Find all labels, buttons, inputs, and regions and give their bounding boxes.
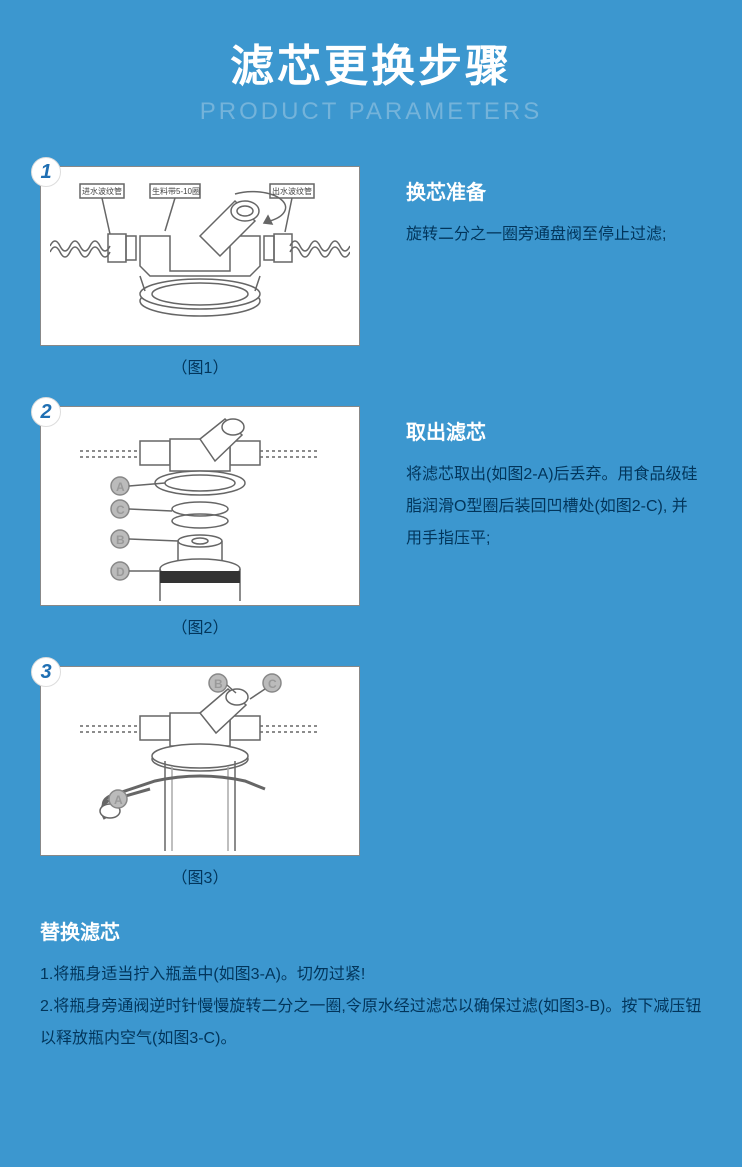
label-c: C (116, 503, 125, 517)
figure-2-caption: （图2） (40, 614, 360, 638)
label3-a: A (114, 793, 123, 807)
step-1: 1 (40, 166, 702, 378)
step-3: 3 (40, 666, 702, 888)
diagram-1: 进水波纹管 生料带5-10圈 出水波纹管 (50, 176, 350, 336)
step-badge-3: 3 (31, 657, 61, 687)
diagram-3: A B C (50, 671, 350, 851)
figure-3-caption: （图3） (40, 864, 360, 888)
figure-1-caption: （图1） (40, 354, 360, 378)
step-2-desc: 将滤芯取出(如图2-A)后丢弃。用食品级硅脂润滑O型圈后装回凹槽处(如图2-C)… (406, 459, 702, 555)
bottom-line1: 1.将瓶身适当拧入瓶盖中(如图3-A)。切勿过紧! (40, 959, 702, 991)
step-badge-1: 1 (31, 157, 61, 187)
step-1-title: 换芯准备 (406, 176, 702, 205)
step-2: 2 (40, 406, 702, 638)
header: 滤芯更换步骤 PRODUCT PARAMETERS (40, 30, 702, 126)
title-en: PRODUCT PARAMETERS (40, 98, 702, 126)
figure-2: 2 (40, 406, 360, 606)
title-cn: 滤芯更换步骤 (40, 30, 702, 94)
bottom-block: 替换滤芯 1.将瓶身适当拧入瓶盖中(如图3-A)。切勿过紧! 2.将瓶身旁通阀逆… (40, 916, 702, 1055)
label3-c: C (268, 677, 277, 691)
label-outlet: 出水波纹管 (272, 186, 312, 196)
diagram-2: A C B D (50, 411, 350, 601)
label3-b: B (214, 677, 223, 691)
step-2-title: 取出滤芯 (406, 416, 702, 445)
figure-3: 3 (40, 666, 360, 856)
bottom-title: 替换滤芯 (40, 916, 702, 945)
step-badge-2: 2 (31, 397, 61, 427)
label-inlet: 进水波纹管 (82, 186, 122, 196)
bottom-line2: 2.将瓶身旁通阀逆时针慢慢旋转二分之一圈,令原水经过滤芯以确保过滤(如图3-B)… (40, 991, 702, 1055)
label-b: B (116, 533, 125, 547)
step-1-desc: 旋转二分之一圈旁通盘阀至停止过滤; (406, 219, 702, 251)
label-a: A (116, 480, 125, 494)
figure-1: 1 (40, 166, 360, 346)
label-d: D (116, 565, 125, 579)
label-tape: 生料带5-10圈 (152, 186, 200, 196)
